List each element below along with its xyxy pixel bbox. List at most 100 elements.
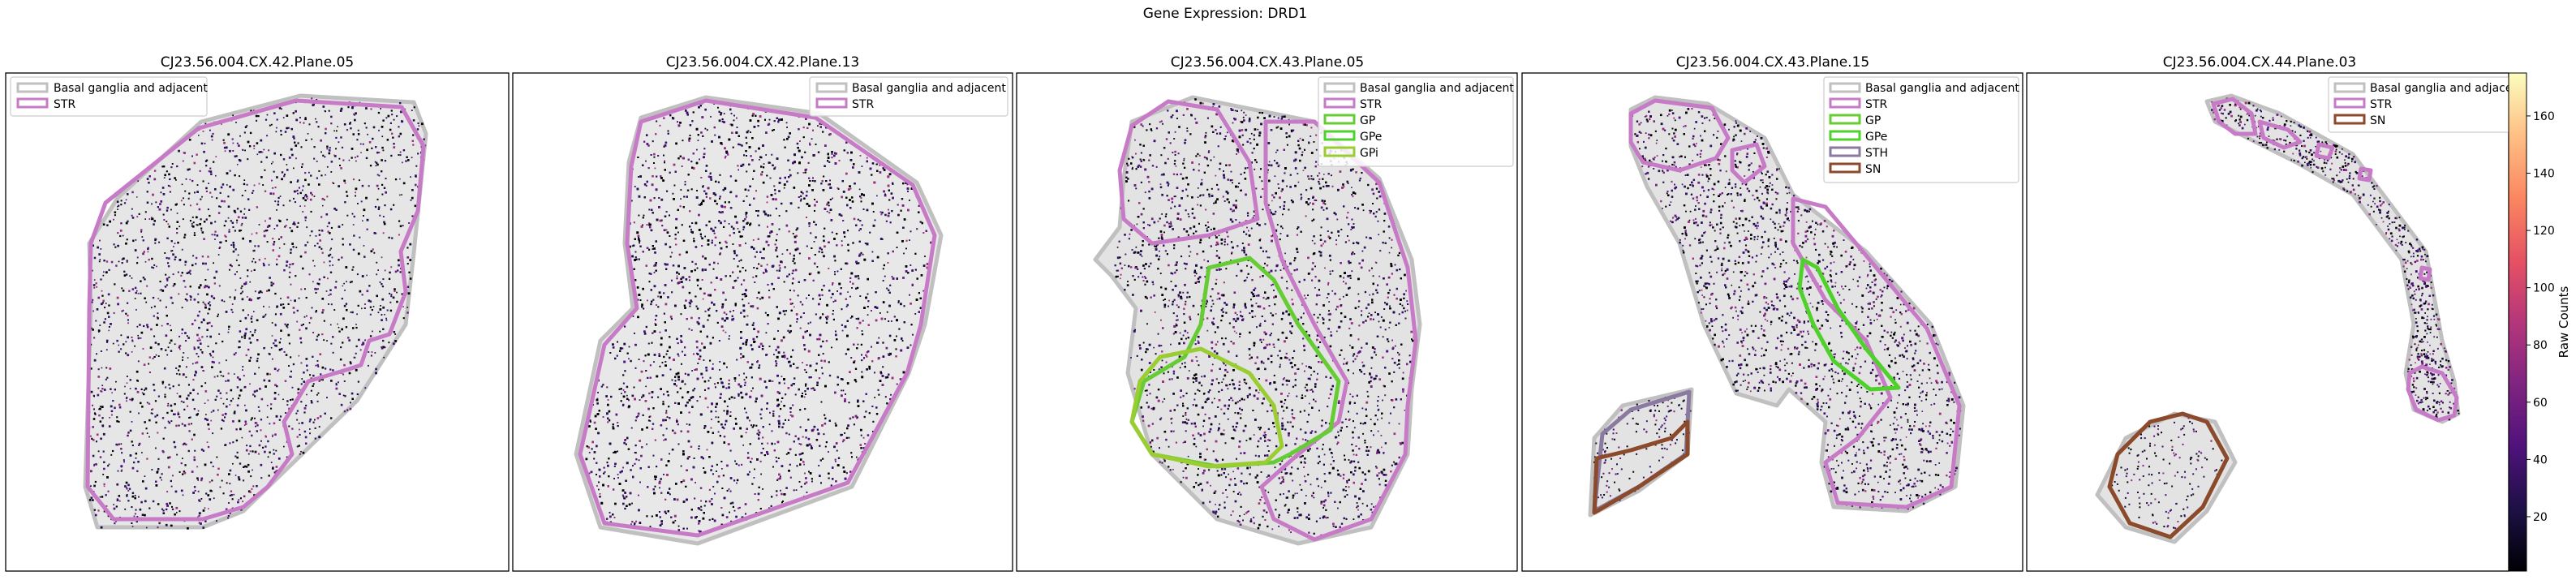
expression-point <box>277 200 280 203</box>
expression-point <box>322 204 324 207</box>
expression-point <box>176 372 178 375</box>
expression-point <box>198 286 200 289</box>
expression-point <box>284 226 286 228</box>
expression-point <box>337 381 339 384</box>
expression-point <box>176 232 178 234</box>
expression-point <box>252 393 255 396</box>
expression-point <box>402 317 405 320</box>
expression-point <box>418 125 420 127</box>
expression-point <box>116 483 119 486</box>
expression-point <box>282 398 284 401</box>
expression-point <box>366 290 369 293</box>
expression-point <box>357 304 359 307</box>
expression-point <box>188 417 191 419</box>
expression-point <box>343 380 346 382</box>
expression-point <box>107 490 110 492</box>
expression-point <box>162 450 165 453</box>
expression-point <box>298 423 300 424</box>
expression-point <box>101 424 105 427</box>
expression-point <box>316 288 318 290</box>
expression-point <box>106 476 109 479</box>
expression-point <box>202 180 204 183</box>
expression-point <box>224 234 226 237</box>
expression-point <box>280 133 282 135</box>
expression-point <box>199 223 201 226</box>
expression-point <box>219 246 221 248</box>
expression-point <box>402 149 406 152</box>
expression-point <box>292 135 295 138</box>
expression-point <box>241 222 243 225</box>
expression-point <box>117 205 118 208</box>
expression-point <box>405 160 407 162</box>
expression-point <box>138 496 140 498</box>
expression-point <box>123 393 126 395</box>
expression-point <box>359 290 362 293</box>
expression-point <box>176 393 178 394</box>
expression-point <box>342 342 344 344</box>
expression-point <box>204 306 207 309</box>
expression-point <box>408 222 411 224</box>
expression-point <box>393 331 396 333</box>
expression-point <box>113 311 115 314</box>
expression-point <box>243 466 245 468</box>
expression-point <box>217 467 220 470</box>
expression-point <box>342 243 344 246</box>
expression-point <box>118 260 120 263</box>
expression-point <box>118 406 122 409</box>
expression-point <box>289 376 291 378</box>
expression-point <box>95 282 97 285</box>
expression-point <box>101 367 103 369</box>
expression-point <box>126 260 128 262</box>
expression-point <box>260 176 263 178</box>
expression-point <box>316 121 318 123</box>
expression-point <box>382 216 385 217</box>
expression-point <box>305 404 307 406</box>
expression-point <box>170 208 172 211</box>
expression-point <box>174 445 177 449</box>
expression-point <box>140 501 143 504</box>
expression-point <box>277 369 279 372</box>
expression-point <box>206 329 209 331</box>
expression-point <box>187 357 189 359</box>
expression-point <box>92 418 96 420</box>
expression-point <box>376 198 379 200</box>
expression-point <box>393 204 395 206</box>
expression-point <box>213 361 215 363</box>
expression-point <box>277 204 280 206</box>
expression-point <box>207 423 210 426</box>
expression-point <box>296 226 299 228</box>
expression-point <box>275 415 278 418</box>
expression-point <box>204 304 207 306</box>
expression-point <box>254 245 256 247</box>
expression-point <box>300 450 302 453</box>
expression-point <box>264 220 266 222</box>
expression-point <box>129 429 132 432</box>
expression-point <box>231 498 234 501</box>
expression-point <box>92 310 94 312</box>
expression-point <box>116 499 119 501</box>
expression-point <box>138 442 141 445</box>
expression-point <box>99 496 101 498</box>
expression-point <box>103 483 105 485</box>
expression-point <box>190 299 191 301</box>
expression-point <box>346 214 349 217</box>
expression-point <box>379 308 382 311</box>
expression-point <box>161 479 162 481</box>
expression-point <box>402 225 404 226</box>
expression-point <box>187 527 189 530</box>
expression-point <box>114 214 116 217</box>
expression-point <box>365 157 368 160</box>
expression-point <box>202 509 205 512</box>
expression-point <box>390 295 393 298</box>
expression-point <box>369 306 372 308</box>
expression-point <box>131 526 134 527</box>
expression-point <box>295 412 298 415</box>
expression-point <box>369 300 372 303</box>
expression-point <box>324 156 326 158</box>
expression-point <box>241 195 243 197</box>
expression-point <box>381 159 383 161</box>
expression-point <box>212 356 214 359</box>
expression-point <box>144 389 145 391</box>
expression-point <box>379 281 381 283</box>
